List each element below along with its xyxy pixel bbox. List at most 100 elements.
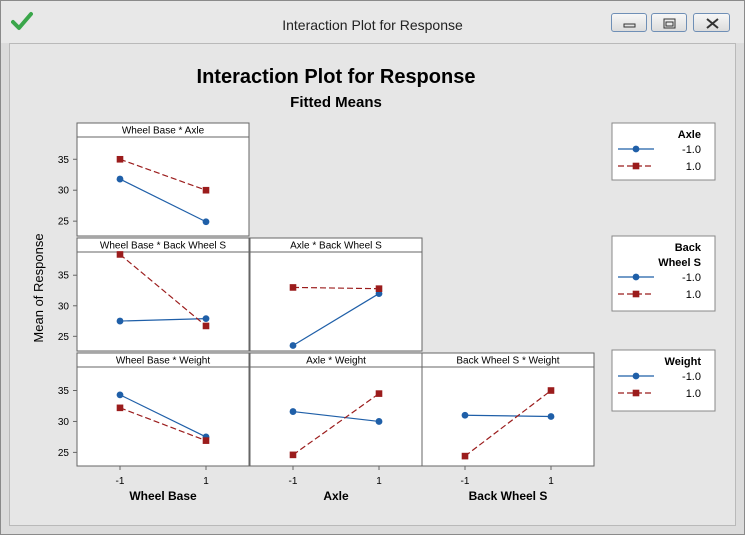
x-axis-label: Wheel Base (129, 489, 197, 503)
maximize-button[interactable] (651, 13, 687, 32)
y-tick-label: 35 (58, 155, 70, 166)
window-title: Interaction Plot for Response (282, 17, 463, 33)
data-point-circle (547, 413, 555, 420)
chart-subtitle: Fitted Means (290, 94, 382, 111)
series-line--1.0 (292, 410, 380, 423)
y-tick-label: 30 (58, 301, 70, 312)
legend-entry-label: -1.0 (682, 371, 701, 383)
legend-box: Back Wheel S -1.0 1.0 (611, 235, 716, 312)
series-line--1.0 (119, 318, 207, 322)
legend-entry-label: -1.0 (682, 272, 701, 284)
y-tick-label: 30 (58, 417, 70, 428)
data-point-square (202, 322, 210, 330)
x-tick-label: -1 (116, 476, 125, 487)
legend-entry-label: -1.0 (682, 144, 701, 156)
legend-marker-circle (632, 145, 640, 153)
data-point-square (375, 390, 383, 397)
data-point-circle (461, 411, 469, 419)
legend-title: Axle (678, 129, 701, 141)
data-point-circle (202, 218, 210, 226)
legend-box: Weight -1.0 1.0 (611, 349, 716, 412)
panel-title: Wheel Base * Axle (122, 126, 205, 137)
minimize-button[interactable] (611, 13, 647, 32)
data-point-square (289, 284, 297, 291)
y-tick-label: 25 (58, 217, 70, 228)
series-line-1.0 (119, 407, 207, 442)
y-tick-label: 35 (58, 271, 70, 282)
series-line--1.0 (119, 178, 207, 223)
panel-title: Axle * Back Wheel S (290, 241, 382, 252)
x-tick-label: 1 (203, 476, 209, 487)
y-axis-label: Mean of Response (31, 233, 46, 342)
minimize-icon (623, 23, 636, 28)
x-axis-label: Back Wheel S (469, 489, 548, 503)
legend-entry-label: 1.0 (686, 161, 701, 173)
close-button[interactable] (693, 13, 730, 32)
legend-entry-label: 1.0 (686, 388, 701, 400)
data-point-square (375, 285, 383, 292)
y-tick-label: 30 (58, 186, 70, 197)
y-tick-label: 35 (58, 386, 70, 397)
legend-title: Weight (665, 356, 702, 368)
series-line--1.0 (464, 414, 552, 418)
legend-marker-square (632, 389, 640, 397)
data-point-square (116, 155, 124, 163)
data-point-circle (116, 317, 124, 325)
panel-title: Axle * Weight (306, 356, 366, 367)
data-point-square (289, 451, 297, 459)
data-point-square (116, 404, 124, 412)
close-icon (706, 18, 719, 29)
maximize-icon (663, 18, 676, 29)
legend-marker-square (632, 290, 640, 298)
x-axis-label: Axle (323, 489, 349, 503)
legend-entry-label: 1.0 (686, 289, 701, 301)
panel-title: Wheel Base * Weight (116, 356, 211, 367)
y-tick-label: 25 (58, 332, 70, 343)
panel-plot-area (421, 366, 595, 467)
data-point-circle (289, 342, 297, 349)
data-point-square (202, 186, 210, 194)
panel: Axle * Weight -1 1 (249, 352, 423, 487)
series-line-1.0 (119, 158, 207, 191)
y-tick-label: 25 (58, 448, 70, 459)
title-bar[interactable]: Interaction Plot for Response (1, 1, 744, 43)
series-line--1.0 (119, 394, 207, 438)
legend-frame (611, 235, 716, 312)
series-line-1.0 (292, 286, 380, 290)
panel-plot-area (249, 251, 423, 352)
legend-title: Back (675, 242, 702, 254)
legends: Axle -1.0 1.0 Back Wheel S -1.0 1.0 Weight -1.0 1… (611, 122, 716, 412)
data-point-circle (375, 418, 383, 425)
data-point-square (461, 452, 469, 460)
x-tick-label: 1 (548, 476, 554, 487)
x-tick-label: 1 (376, 476, 382, 487)
data-point-circle (202, 315, 210, 323)
panel-plot-area (76, 251, 250, 352)
legend-marker-circle (632, 273, 640, 281)
panel: Axle * Back Wheel S (249, 237, 423, 352)
legend-frame (611, 349, 716, 412)
chart-title: Interaction Plot for Response (197, 66, 476, 88)
panel-title: Back Wheel S * Weight (456, 356, 559, 367)
series-line--1.0 (292, 293, 380, 347)
data-point-circle (116, 175, 124, 183)
series-line-1.0 (464, 390, 552, 457)
checkmark-icon (11, 12, 33, 30)
legend-marker-circle (632, 372, 640, 380)
legend-marker-square (632, 162, 640, 170)
legend-frame (611, 122, 716, 181)
panel: Wheel Base * Back Wheel S 25 30 35 (58, 237, 250, 352)
data-point-circle (289, 408, 297, 415)
panel: Wheel Base * Axle 25 30 35 (58, 122, 250, 237)
window-bottom-edge (1, 526, 744, 534)
panel: Back Wheel S * Weight -1 1 (421, 352, 595, 487)
data-point-circle (116, 391, 124, 399)
data-point-square (116, 251, 124, 258)
panel-plot-area (76, 136, 250, 237)
x-tick-label: -1 (461, 476, 470, 487)
x-tick-label: -1 (289, 476, 298, 487)
series-line-1.0 (119, 253, 207, 327)
